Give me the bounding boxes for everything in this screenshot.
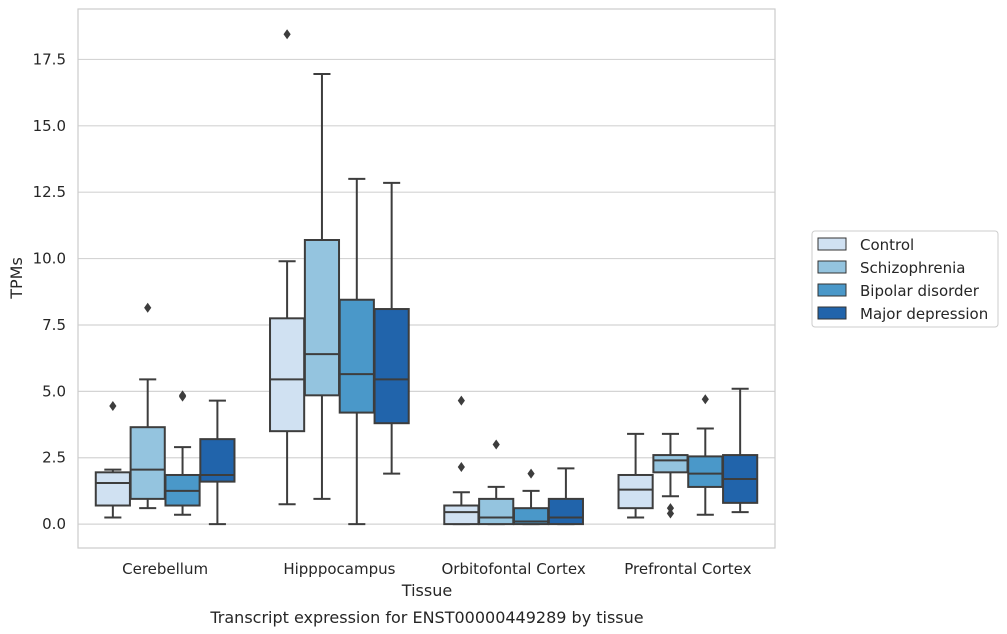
y-axis-label: TPMs xyxy=(7,257,26,300)
y-axis-ticks: 0.0 2.5 5.0 7.5 10.0 12.5 15.0 17.5 xyxy=(33,50,66,533)
box-group xyxy=(164,390,201,516)
x-axis-label: Tissue xyxy=(401,581,452,600)
box xyxy=(547,497,584,526)
y-tick-label: 15.0 xyxy=(33,117,66,135)
outlier-point xyxy=(457,395,465,406)
outlier-point xyxy=(527,468,535,479)
box xyxy=(617,473,654,510)
plot-frame xyxy=(77,8,776,549)
box-group xyxy=(617,432,654,519)
boxes xyxy=(94,29,759,526)
box xyxy=(373,308,410,425)
plot-border xyxy=(77,8,776,549)
box-group xyxy=(652,432,689,519)
legend-label-major-depression: Major depression xyxy=(860,305,988,323)
legend-swatch-major-depression xyxy=(817,306,847,320)
box xyxy=(303,239,341,397)
box-group xyxy=(129,302,166,510)
box-group xyxy=(687,394,724,516)
box-group xyxy=(94,400,131,519)
y-tick-label: 7.5 xyxy=(42,316,66,334)
box-group xyxy=(303,73,341,500)
box-group xyxy=(199,399,236,526)
legend-swatch-bipolar-disorder xyxy=(817,283,847,297)
x-tick-label: Prefrontal Cortex xyxy=(624,560,751,578)
legend-swatch-schizophrenia xyxy=(817,260,847,274)
box xyxy=(129,426,166,500)
outlier-point xyxy=(666,503,675,514)
outlier-point xyxy=(457,462,465,473)
x-axis-ticks: Cerebellum Hipppocampus Orbitofontal Corte… xyxy=(122,560,751,578)
x-tick-label: Orbitofontal Cortex xyxy=(442,560,586,578)
legend-frame xyxy=(811,230,999,328)
gridlines xyxy=(78,58,775,525)
box-group xyxy=(443,395,480,526)
box xyxy=(652,454,689,474)
chart-caption: Transcript expression for ENST0000044928… xyxy=(209,608,643,627)
box xyxy=(269,317,306,433)
box-group xyxy=(338,177,375,526)
y-tick-label: 10.0 xyxy=(33,250,66,268)
y-tick-label: 12.5 xyxy=(33,183,66,201)
legend-label-schizophrenia: Schizophrenia xyxy=(860,259,965,277)
y-tick-label: 2.5 xyxy=(42,449,66,467)
box-group xyxy=(722,387,759,514)
box-group xyxy=(547,467,584,526)
outlier-point xyxy=(144,302,152,313)
outlier-point xyxy=(492,439,500,450)
y-tick-label: 5.0 xyxy=(42,382,66,400)
y-tick-label: 0.0 xyxy=(42,515,66,533)
outlier-point xyxy=(666,508,675,519)
box xyxy=(94,471,131,507)
outlier-point xyxy=(178,390,187,401)
legend-label-bipolar-disorder: Bipolar disorder xyxy=(860,282,980,300)
box-group xyxy=(478,439,515,526)
outlier-point xyxy=(701,394,709,405)
box-group xyxy=(373,181,410,475)
legend-swatch-control xyxy=(817,237,847,251)
y-tick-label: 17.5 xyxy=(33,50,66,68)
box-group xyxy=(269,29,306,506)
x-tick-label: Cerebellum xyxy=(122,560,208,578)
box xyxy=(478,497,515,526)
box xyxy=(687,455,724,488)
outlier-point xyxy=(109,400,117,411)
box xyxy=(338,298,375,414)
outlier-point xyxy=(283,29,291,40)
x-tick-label: Hipppocampus xyxy=(283,560,395,578)
box xyxy=(443,504,480,526)
legend-label-control: Control xyxy=(860,236,914,254)
legend: Control Schizophrenia Bipolar disorder M… xyxy=(811,230,999,328)
box-group xyxy=(512,468,550,526)
